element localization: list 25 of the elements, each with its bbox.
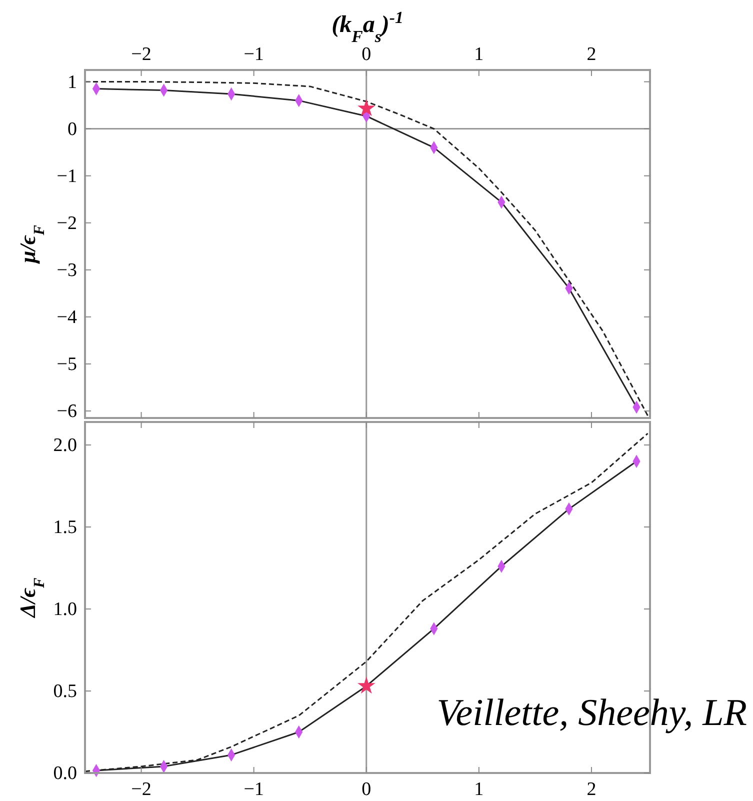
y-tick-label: −1 [56, 166, 77, 187]
y-tick-label: 0.0 [53, 763, 77, 784]
x-tick-label: 2 [586, 779, 596, 800]
x-tick-label: −2 [131, 44, 152, 65]
x-tick-label: −2 [131, 779, 152, 800]
x-tick-label: 0 [362, 44, 372, 65]
x-axis-title: (k$_{F}$a$_{s}$)$^{-1}$ [332, 8, 404, 46]
y-tick-label: 1 [68, 72, 77, 93]
y-tick-label: −2 [56, 212, 77, 234]
x-tick-label: 2 [586, 44, 596, 65]
y-tick-label: 0 [68, 118, 77, 140]
x-tick-label: 1 [474, 44, 484, 65]
x-tick-label: 1 [474, 779, 484, 800]
x-tick-label: −1 [244, 779, 264, 800]
y-tick-label: −6 [56, 400, 77, 422]
x-tick-label: −1 [244, 44, 264, 65]
y-tick-label: 1.0 [53, 598, 77, 620]
y-tick-label: 0.5 [53, 680, 77, 702]
y-tick-label: 1.5 [53, 516, 77, 538]
y-tick-label: −4 [56, 306, 78, 328]
y-tick-label: −3 [56, 260, 77, 281]
y-tick-label: −5 [56, 354, 77, 375]
annotation: Veillette, Sheehy, LR [436, 692, 747, 734]
y-tick-label: 2.0 [53, 434, 77, 456]
x-tick-label: 0 [362, 779, 372, 800]
